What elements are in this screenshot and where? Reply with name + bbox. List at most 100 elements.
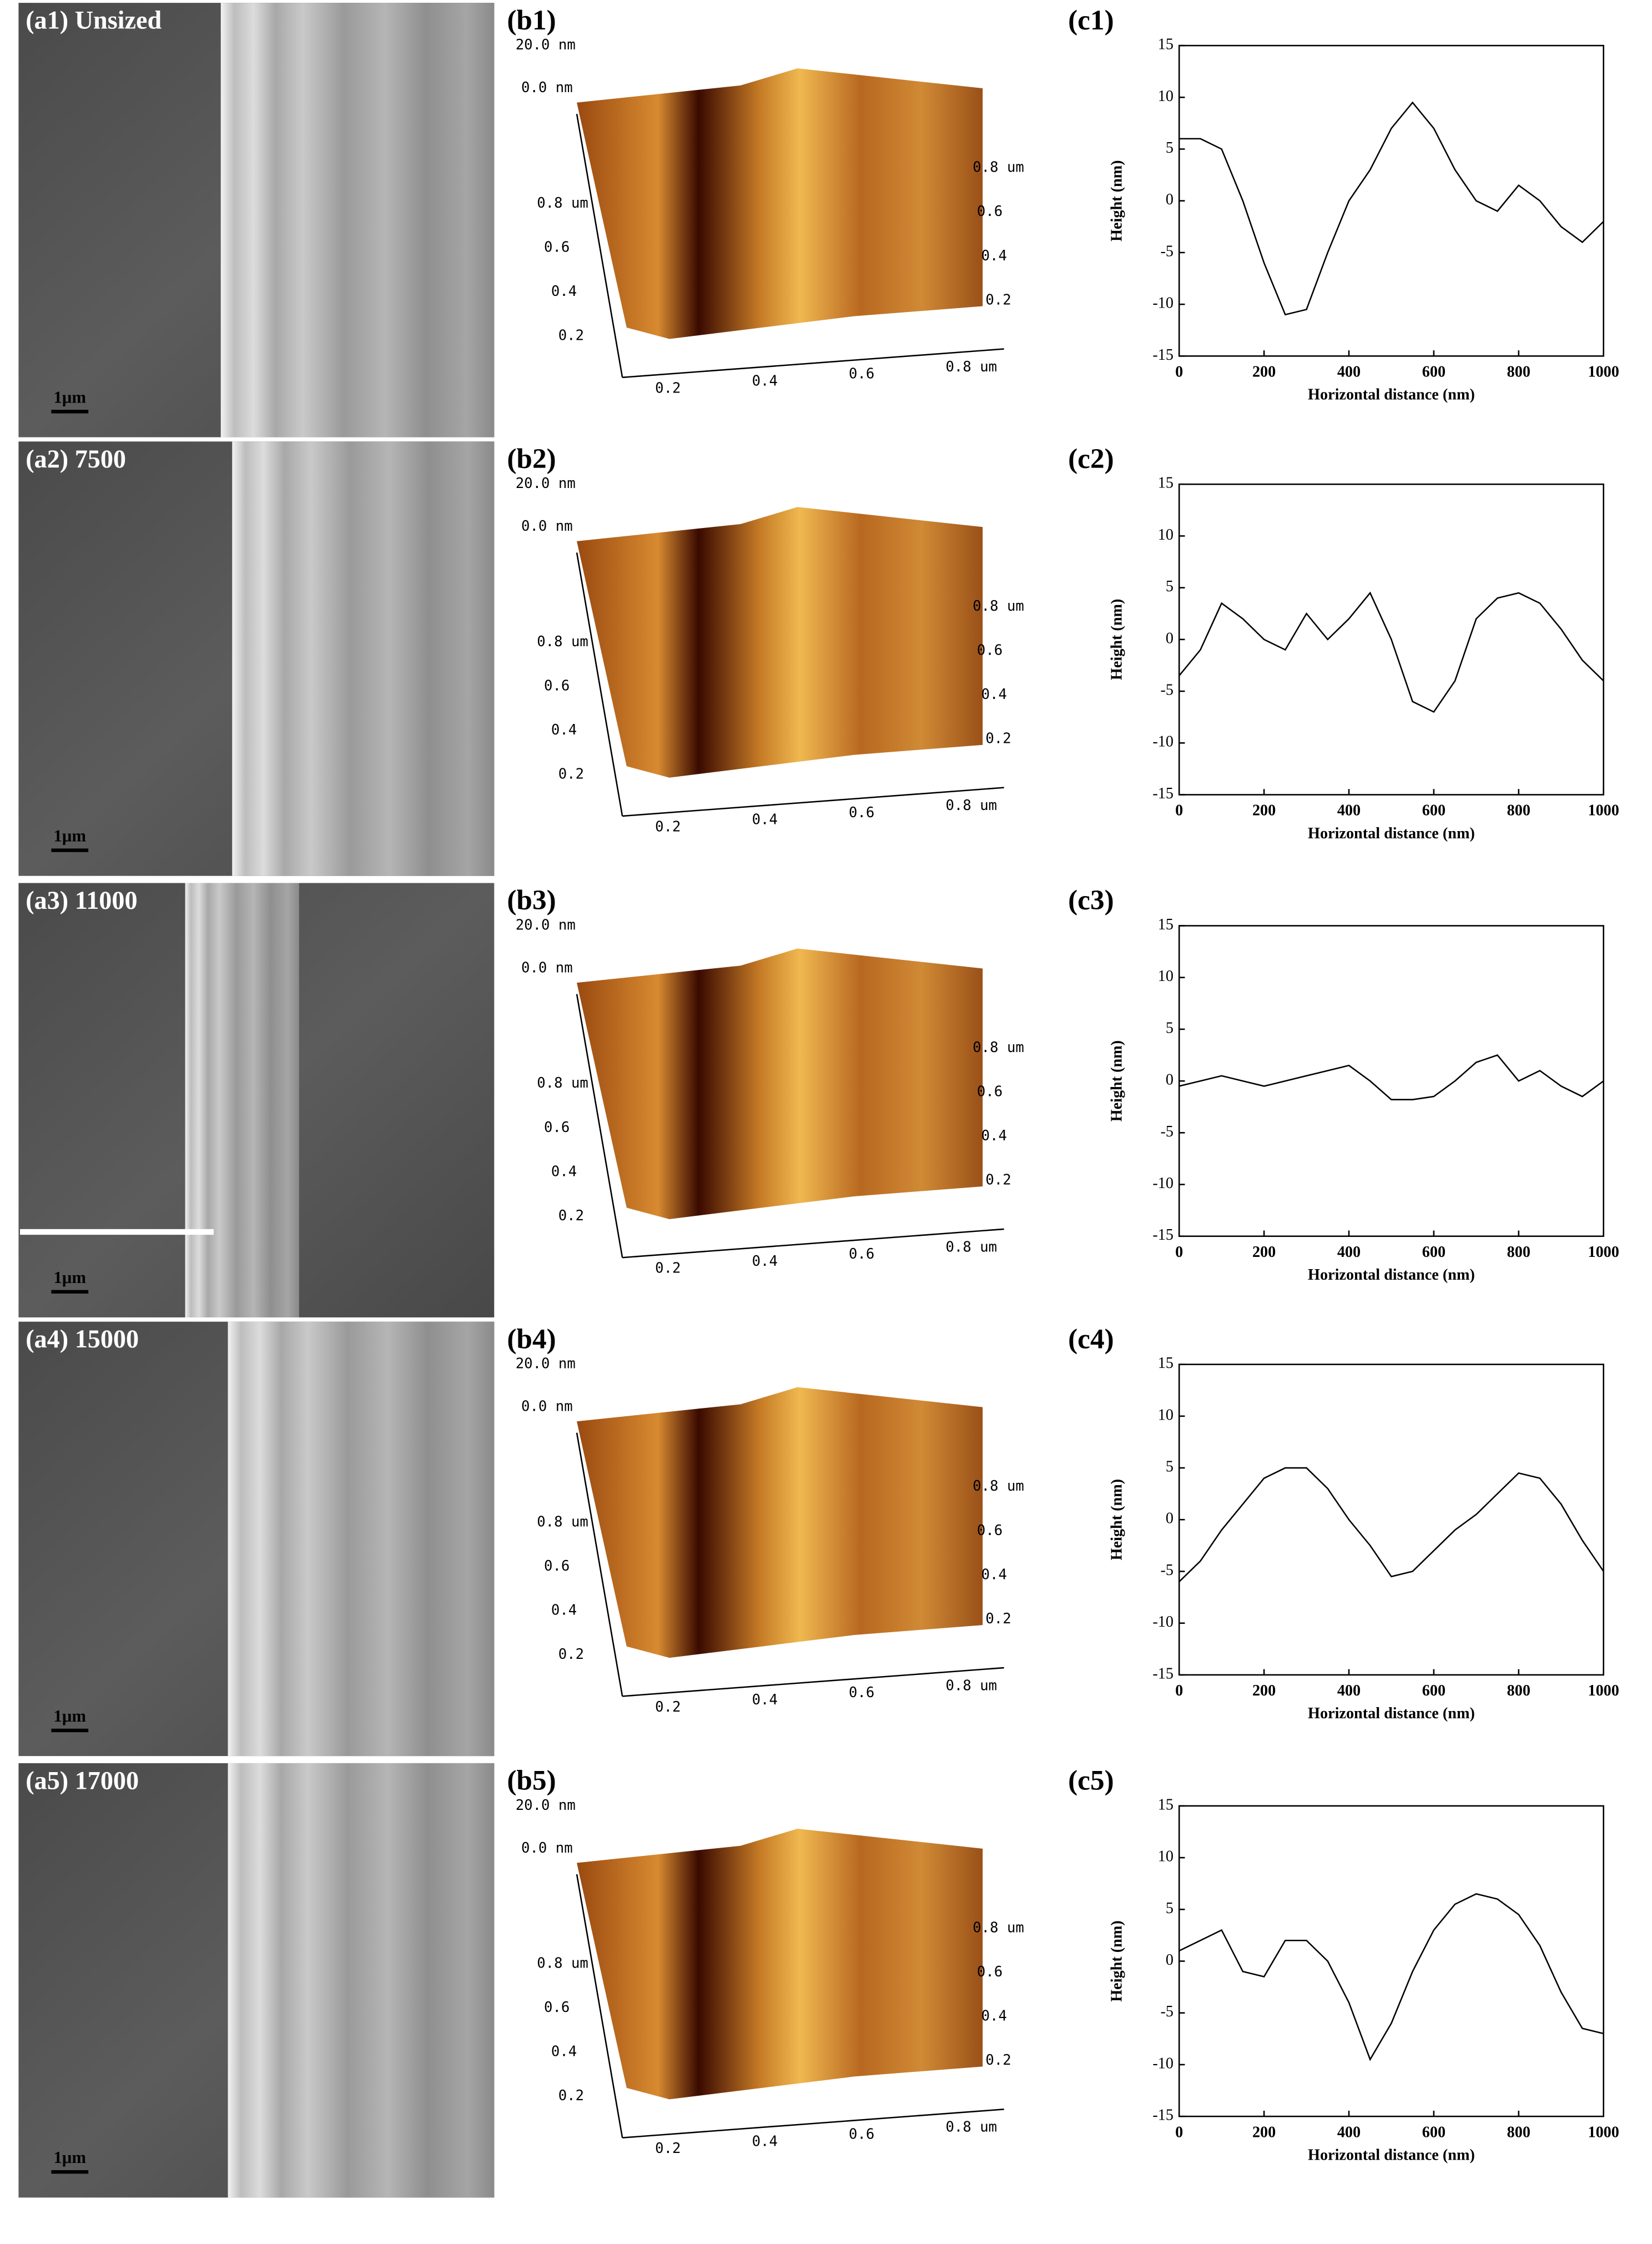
- afm-tick-label: 0.2: [655, 1260, 681, 1277]
- afm-tick-label: 0.2: [558, 766, 584, 783]
- z-label: 0.0 nm: [521, 79, 573, 96]
- panel-label: (a4) 15000: [26, 1325, 139, 1353]
- profile-line: [1178, 1467, 1604, 1583]
- afm-axis: [622, 2109, 1004, 2139]
- y-tick-label: -5: [1160, 1562, 1173, 1579]
- afm-tick-label: 0.6: [849, 804, 874, 821]
- scale-bar-label: 1μm: [54, 2148, 87, 2167]
- z-label: 0.0 nm: [521, 959, 573, 976]
- y-tick-label: 10: [1158, 968, 1173, 985]
- afm-tick-label: 0.8 um: [973, 159, 1024, 176]
- afm-tick-label: 0.6: [849, 2126, 874, 2142]
- afm-tick-label: 0.4: [981, 686, 1007, 703]
- y-tick-label: 15: [1158, 475, 1173, 492]
- x-tick-label: 1000: [1588, 2124, 1619, 2141]
- afm-tick-label: 0.6: [544, 1558, 570, 1574]
- y-tick-label: -5: [1160, 682, 1173, 699]
- y-tick-label: -5: [1160, 1123, 1173, 1140]
- x-tick-label: 400: [1337, 802, 1361, 819]
- row: (a3) 11000 1μm (b3)20.0 nm 0.0 nm 0.8 um 0.6 0…: [18, 883, 1024, 1317]
- y-axis-label: Height (nm): [1108, 1920, 1125, 2001]
- x-axis-label: Horizontal distance (nm): [1308, 1705, 1475, 1722]
- y-tick-label: -5: [1160, 2003, 1173, 2020]
- chart: (c4) -15 -10 -5 0 5 10 15 0 200 400 600 800 1000 Horiz…: [1068, 1323, 1619, 1722]
- afm-tick-label: 0.6: [977, 1084, 1003, 1100]
- y-tick-label: 0: [1166, 191, 1173, 208]
- afm-axis: [576, 994, 623, 1258]
- x-tick-label: 0: [1175, 802, 1183, 819]
- afm-surface: [577, 1387, 983, 1658]
- sem-fiber: [220, 3, 495, 437]
- x-tick-label: 1000: [1588, 802, 1619, 819]
- y-tick-label: 0: [1166, 1951, 1173, 1969]
- afm-tick-label: 0.8 um: [945, 1677, 997, 1694]
- x-tick-label: 0: [1175, 364, 1183, 381]
- profile-line: [1179, 101, 1604, 316]
- row: (a1) Unsized 1μm (b1)20.0 nm 0.0 nm 0.8 um 0.…: [18, 3, 1024, 437]
- y-axis-label: Height (nm): [1108, 160, 1125, 241]
- x-tick-label: 800: [1507, 802, 1530, 819]
- afm-axis: [622, 1667, 1004, 1697]
- y-tick-label: -15: [1152, 2107, 1173, 2124]
- y-tick-label: 0: [1166, 1510, 1173, 1527]
- y-tick-label: 15: [1158, 36, 1173, 53]
- chart-title: (c4): [1068, 1323, 1114, 1355]
- x-tick-label: 200: [1252, 1244, 1276, 1261]
- afm-axis: [622, 787, 1004, 817]
- row: (a4) 15000 1μm (b4)20.0 nm 0.0 nm 0.8 um 0.6 0…: [18, 1321, 1024, 1757]
- panel-label: (b4): [507, 1323, 556, 1355]
- afm-tick-label: 0.4: [752, 2133, 778, 2150]
- afm-tick-label: 0.6: [544, 1999, 570, 2016]
- afm-tick-label: 0.6: [977, 642, 1003, 658]
- chart-title: (c1): [1068, 4, 1114, 36]
- panel-label: (b2): [507, 443, 556, 475]
- afm-surface: [577, 68, 983, 339]
- afm-tick-label: 0.8 um: [537, 1513, 588, 1530]
- panel-label: (a5) 17000: [26, 1766, 139, 1794]
- profile-line: [1178, 1054, 1604, 1100]
- afm-tick-label: 0.2: [558, 1207, 584, 1224]
- afm-tick-label: 0.2: [558, 1646, 584, 1663]
- y-tick-label: -15: [1152, 1665, 1173, 1682]
- y-tick-label: 15: [1158, 916, 1173, 933]
- afm-tick-label: 0.4: [551, 2044, 577, 2060]
- x-tick-label: 200: [1252, 802, 1276, 819]
- afm-tick-label: 0.4: [551, 1602, 577, 1618]
- afm-tick-label: 0.6: [977, 1964, 1003, 1980]
- y-axis-label: Height (nm): [1108, 1479, 1125, 1560]
- afm-tick-label: 0.4: [981, 1566, 1007, 1583]
- y-tick-label: -10: [1152, 2055, 1173, 2072]
- panel-label: (a1) Unsized: [26, 6, 162, 34]
- panel-label: (b1): [507, 4, 556, 36]
- afm-tick-label: 0.4: [752, 1253, 778, 1270]
- x-tick-label: 800: [1507, 364, 1530, 381]
- x-tick-label: 400: [1337, 1682, 1361, 1699]
- y-tick-label: -15: [1152, 346, 1173, 364]
- x-tick-label: 600: [1422, 2124, 1445, 2141]
- x-axis-label: Horizontal distance (nm): [1308, 386, 1475, 404]
- x-tick-label: 600: [1422, 1682, 1445, 1699]
- afm-tick-label: 0.4: [752, 373, 778, 390]
- chart: (c5) -15 -10 -5 0 5 10 15 0 200 400 600 800 1000 Horiz…: [1068, 1765, 1619, 2164]
- chart-title: (c5): [1068, 1765, 1114, 1797]
- panel-label: (a3) 11000: [26, 886, 137, 914]
- afm-tick-label: 0.6: [977, 203, 1003, 220]
- afm-tick-label: 0.6: [544, 1119, 570, 1136]
- y-tick-label: -10: [1152, 1175, 1173, 1192]
- panel-label: (b5): [507, 1765, 556, 1797]
- y-tick-label: 0: [1166, 1071, 1173, 1089]
- x-tick-label: 400: [1337, 1244, 1361, 1261]
- z-label: 20.0 nm: [516, 475, 576, 492]
- afm-axis: [622, 1228, 1004, 1259]
- x-tick-label: 400: [1337, 2124, 1361, 2141]
- x-tick-label: 800: [1507, 1244, 1530, 1261]
- afm-tick-label: 0.2: [655, 1699, 681, 1715]
- afm-tick-label: 0.6: [849, 366, 874, 383]
- y-tick-label: 5: [1166, 1019, 1173, 1037]
- afm-tick-label: 0.8 um: [537, 1075, 588, 1091]
- row: (a5) 17000 1μm (b5)20.0 nm 0.0 nm 0.8 um 0.6 0…: [18, 1763, 1024, 2198]
- afm-tick-label: 0.2: [655, 380, 681, 396]
- afm-tick-label: 0.8 um: [945, 797, 997, 814]
